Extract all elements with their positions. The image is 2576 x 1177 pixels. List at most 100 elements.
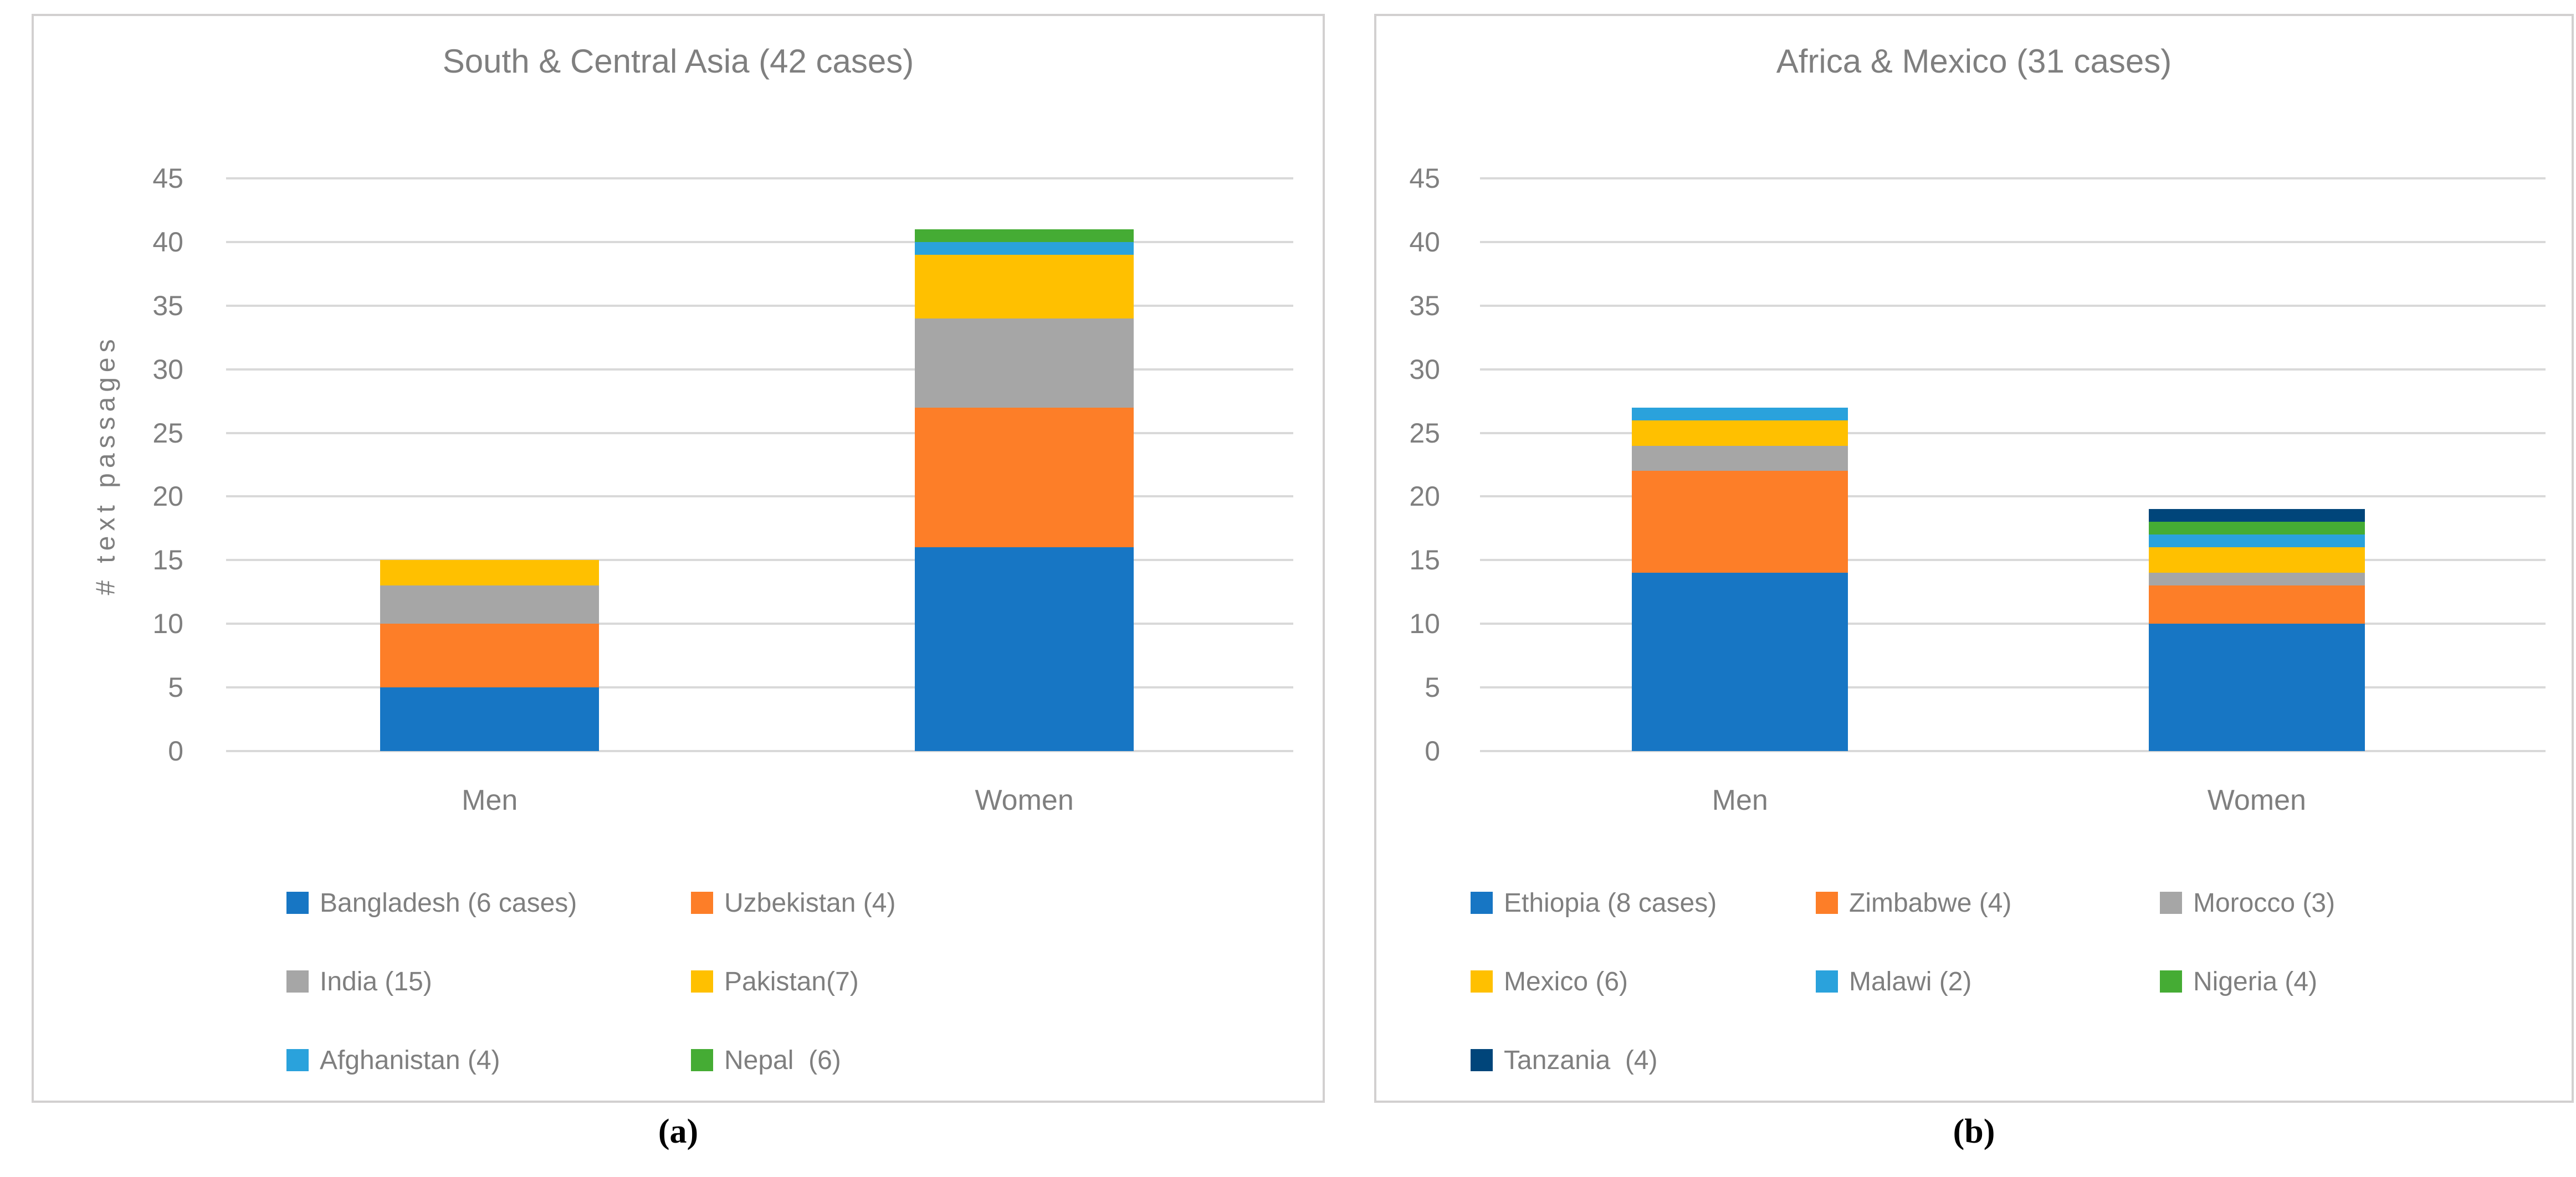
legend-swatch-gray	[2160, 892, 2182, 914]
bar-segment-green	[915, 229, 1134, 242]
y-axis-tick-label: 5	[168, 672, 183, 703]
legend-item: Malawi (2)	[1816, 967, 2160, 997]
gridline	[1480, 431, 2546, 434]
x-axis-category-label: Men	[462, 784, 518, 816]
legend-label: Bangladesh (6 cases)	[320, 888, 577, 918]
legend-swatch-gray	[286, 970, 309, 993]
legend-item: Pakistan(7)	[691, 967, 895, 997]
legend-item: Nepal (6)	[691, 1045, 895, 1076]
legend-label: India (15)	[320, 967, 432, 996]
x-axis-category-label: Women	[2207, 784, 2306, 816]
legend-item: Morocco (3)	[2160, 888, 2335, 918]
y-axis-tick-label: 30	[152, 353, 183, 385]
legend-item: Bangladesh (6 cases)	[286, 888, 691, 918]
gridline	[1480, 750, 2546, 752]
chart-title-africa-mexico: Africa & Mexico (31 cases)	[1776, 43, 2172, 80]
bar-segment-yellow	[1632, 420, 1848, 446]
legend-item: Afghanistan (4)	[286, 1045, 691, 1076]
y-axis-tick-label: 10	[152, 608, 183, 640]
gridline	[226, 177, 1293, 179]
y-axis-tick-label: 45	[1409, 163, 1440, 194]
legend-label: Nigeria (4)	[2193, 967, 2318, 996]
y-axis-tick-label: 15	[1409, 544, 1440, 576]
legend-item: Mexico (6)	[1471, 967, 1816, 997]
y-axis-tick-label: 40	[1409, 226, 1440, 258]
bar-segment-gray	[380, 585, 600, 624]
bar-segment-orange	[915, 407, 1134, 548]
bar-segment-gray	[1632, 445, 1848, 471]
y-axis-tick-label: 45	[152, 163, 183, 194]
gridline	[1480, 304, 2546, 307]
bar-segment-lightblue	[2148, 534, 2365, 548]
y-axis-tick-label: 30	[1409, 353, 1440, 385]
chart-title-south-central-asia: South & Central Asia (42 cases)	[442, 43, 914, 80]
panel-africa-mexico: Africa & Mexico (31 cases) 0 5 10 15 20 25 30 3…	[1374, 14, 2574, 1103]
y-axis-tick-label: 25	[152, 417, 183, 449]
bar-segment-lightblue	[1632, 407, 1848, 420]
bar-segment-navy	[2148, 509, 2365, 522]
legend-label: Malawi (2)	[1849, 967, 1972, 996]
bar-segment-yellow	[915, 254, 1134, 318]
subfigure-caption-a: (a)	[658, 1113, 699, 1150]
gridline	[226, 368, 1293, 371]
bar-segment-gray	[915, 318, 1134, 408]
legend-swatch-navy	[1471, 1049, 1493, 1071]
panel-south-central-asia: South & Central Asia (42 cases) # text p…	[32, 14, 1325, 1103]
bar-segment-orange	[1632, 471, 1848, 573]
legend-swatch-yellow	[691, 970, 713, 993]
legend-item: Ethiopia (8 cases)	[1471, 888, 1816, 918]
legend-label: Morocco (3)	[2193, 888, 2336, 918]
bar-segment-green	[2148, 522, 2365, 535]
y-axis-tick-label: 40	[152, 226, 183, 258]
legend-label: Mexico (6)	[1504, 967, 1628, 996]
legend: Ethiopia (8 cases) Zimbabwe (4) Morocco (3…	[1471, 864, 2335, 1099]
legend-swatch-lightblue	[1816, 970, 1838, 993]
y-axis-tick-label: 35	[1409, 290, 1440, 321]
gridline	[226, 240, 1293, 243]
x-axis-category-label: Men	[1712, 784, 1768, 816]
y-axis-tick-label: 20	[152, 481, 183, 512]
y-axis-tick-label: 25	[1409, 417, 1440, 449]
gridline	[226, 559, 1293, 562]
gridline	[226, 623, 1293, 625]
legend-swatch-yellow	[1471, 970, 1493, 993]
gridline	[226, 495, 1293, 498]
x-axis-category-label: Women	[975, 784, 1074, 816]
legend-swatch-orange	[1816, 892, 1838, 914]
y-axis-tick-label: 0	[1425, 736, 1440, 767]
gridline	[1480, 495, 2546, 498]
y-axis-tick-label: 10	[1409, 608, 1440, 640]
legend-item: Zimbabwe (4)	[1816, 888, 2160, 918]
gridline	[226, 304, 1293, 307]
bar-segment-yellow	[380, 560, 600, 586]
legend-label: Ethiopia (8 cases)	[1504, 888, 1717, 918]
bar-segment-orange	[2148, 585, 2365, 624]
gridline	[1480, 686, 2546, 689]
legend-label: Afghanistan (4)	[320, 1045, 500, 1075]
legend-label: Pakistan(7)	[724, 967, 859, 996]
legend-swatch-blue	[1471, 892, 1493, 914]
bar-segment-lightblue	[915, 241, 1134, 255]
legend-swatch-green	[691, 1049, 713, 1071]
gridline	[1480, 559, 2546, 562]
gridline	[1480, 177, 2546, 179]
bar-segment-blue	[1632, 573, 1848, 751]
legend-swatch-blue	[286, 892, 309, 914]
legend-swatch-lightblue	[286, 1049, 309, 1071]
y-axis-tick-label: 0	[168, 736, 183, 767]
bar-segment-orange	[380, 624, 600, 688]
bar-segment-blue	[2148, 624, 2365, 751]
bar-segment-yellow	[2148, 547, 2365, 573]
gridline	[226, 750, 1293, 752]
legend-item: Nigeria (4)	[2160, 967, 2335, 997]
legend-item: Uzbekistan (4)	[691, 888, 895, 918]
gridline	[1480, 240, 2546, 243]
gridline	[1480, 623, 2546, 625]
y-axis-tick-label: 20	[1409, 481, 1440, 512]
legend-item: Tanzania (4)	[1471, 1045, 1816, 1076]
legend-item: India (15)	[286, 967, 691, 997]
subfigure-caption-b: (b)	[1953, 1113, 1995, 1150]
legend-label: Nepal (6)	[724, 1045, 841, 1075]
bar-segment-blue	[380, 687, 600, 751]
